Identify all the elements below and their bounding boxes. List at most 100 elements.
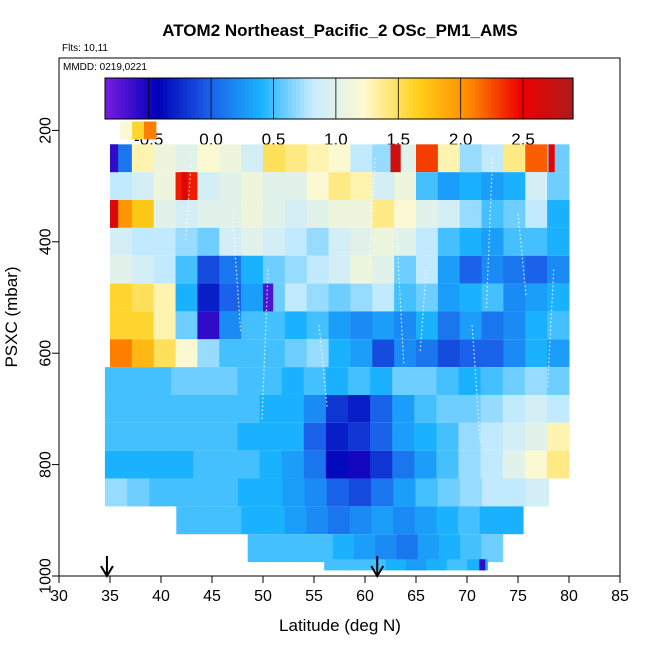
data-cell xyxy=(414,450,437,479)
data-cell xyxy=(193,367,216,395)
flight-track xyxy=(395,213,405,365)
data-cell xyxy=(370,422,393,451)
x-axis: 30 35 40 45 50 55 60 65 70 75 80 85 xyxy=(50,576,629,605)
y-axis-label: PSXC (mbar) xyxy=(2,266,21,367)
x-tick-label: 55 xyxy=(305,588,323,605)
data-cell xyxy=(348,478,372,507)
data-cell xyxy=(437,255,461,284)
data-cell xyxy=(131,311,155,340)
colorbar-swatch xyxy=(296,78,301,119)
data-cell xyxy=(437,144,461,173)
colorbar-swatch xyxy=(264,78,270,119)
data-cell xyxy=(197,339,220,368)
colorbar-swatch xyxy=(491,78,496,119)
data-cell xyxy=(127,478,150,507)
colorbar-swatch xyxy=(479,78,484,119)
data-cell xyxy=(414,422,437,451)
data-cell xyxy=(394,255,417,284)
colorbar-swatch xyxy=(557,78,562,119)
data-cell xyxy=(372,172,395,201)
colorbar-swatch xyxy=(537,78,543,119)
data-cell xyxy=(547,283,570,312)
data-cell xyxy=(372,339,395,368)
data-cell xyxy=(263,255,286,284)
x-tick-label: 40 xyxy=(152,588,170,605)
data-cell xyxy=(547,339,570,368)
data-cell xyxy=(503,255,526,284)
data-cell xyxy=(348,394,371,423)
data-cell xyxy=(153,255,177,284)
data-cell xyxy=(241,339,264,368)
colorbar-swatch xyxy=(518,78,523,119)
flight-track xyxy=(261,269,269,421)
data-cell xyxy=(215,394,238,423)
data-cell xyxy=(303,422,327,451)
data-cell xyxy=(481,172,504,201)
data-cell xyxy=(458,422,482,451)
data-cell xyxy=(110,227,133,256)
colorbar-swatch xyxy=(549,78,555,119)
data-cell xyxy=(524,450,548,479)
x-tick-label: 35 xyxy=(101,588,119,605)
colorbar-swatch xyxy=(487,78,492,119)
data-cell xyxy=(127,450,150,479)
data-cell xyxy=(458,450,482,479)
colorbar-swatch xyxy=(401,78,406,119)
plot-frame xyxy=(58,57,621,577)
colorbar-swatch xyxy=(307,78,313,119)
data-cell xyxy=(328,506,351,535)
colorbar-swatch xyxy=(530,78,535,119)
data-cell xyxy=(110,172,133,201)
data-cell xyxy=(110,283,133,312)
data-cell xyxy=(238,478,261,507)
data-cell xyxy=(281,450,305,479)
data-cell xyxy=(414,506,437,535)
data-cell xyxy=(525,144,548,173)
data-cell xyxy=(149,478,172,507)
data-cell xyxy=(349,506,372,535)
highlight-cell xyxy=(390,144,401,173)
data-cell xyxy=(263,144,286,173)
data-cell xyxy=(480,450,504,479)
data-cell xyxy=(306,255,330,284)
colorbar-swatch xyxy=(342,78,348,119)
colorbar-swatch xyxy=(424,78,430,119)
data-cell xyxy=(348,422,371,451)
colorbar-swatch xyxy=(327,78,332,119)
data-cell xyxy=(459,283,483,312)
colorbar-swatch xyxy=(448,78,453,119)
colorbar-swatch xyxy=(167,78,172,119)
colorbar-swatch xyxy=(198,78,204,119)
data-cell xyxy=(459,144,483,173)
colorbar-tick-label: 1.5 xyxy=(386,130,410,149)
data-cell xyxy=(481,339,504,368)
data-cell xyxy=(149,450,172,479)
data-cell xyxy=(127,422,150,451)
data-cell xyxy=(328,227,351,256)
colorbar-swatch xyxy=(498,78,504,119)
data-cell xyxy=(284,339,308,368)
colorbar-swatch xyxy=(393,78,399,119)
data-cell xyxy=(372,200,395,228)
data-cell xyxy=(348,450,371,479)
data-cell xyxy=(480,367,504,395)
data-cell xyxy=(281,367,305,395)
data-cell xyxy=(219,172,242,201)
data-cell xyxy=(193,450,216,479)
colorbar-swatch xyxy=(436,78,441,119)
colorbar-swatch xyxy=(323,78,328,119)
data-cell xyxy=(372,283,395,312)
data-cell xyxy=(171,478,195,507)
data-cell xyxy=(215,478,239,507)
colorbar-swatch xyxy=(300,78,305,119)
colorbar-swatch xyxy=(179,78,184,119)
colorbar-swatch xyxy=(522,78,527,119)
data-cell xyxy=(259,367,283,395)
data-cell xyxy=(149,367,172,395)
highlight-cell xyxy=(263,283,274,312)
data-cell xyxy=(525,227,548,256)
data-cell xyxy=(149,422,172,451)
data-cell xyxy=(219,227,242,256)
data-cell xyxy=(480,422,504,451)
data-cell xyxy=(284,283,308,312)
